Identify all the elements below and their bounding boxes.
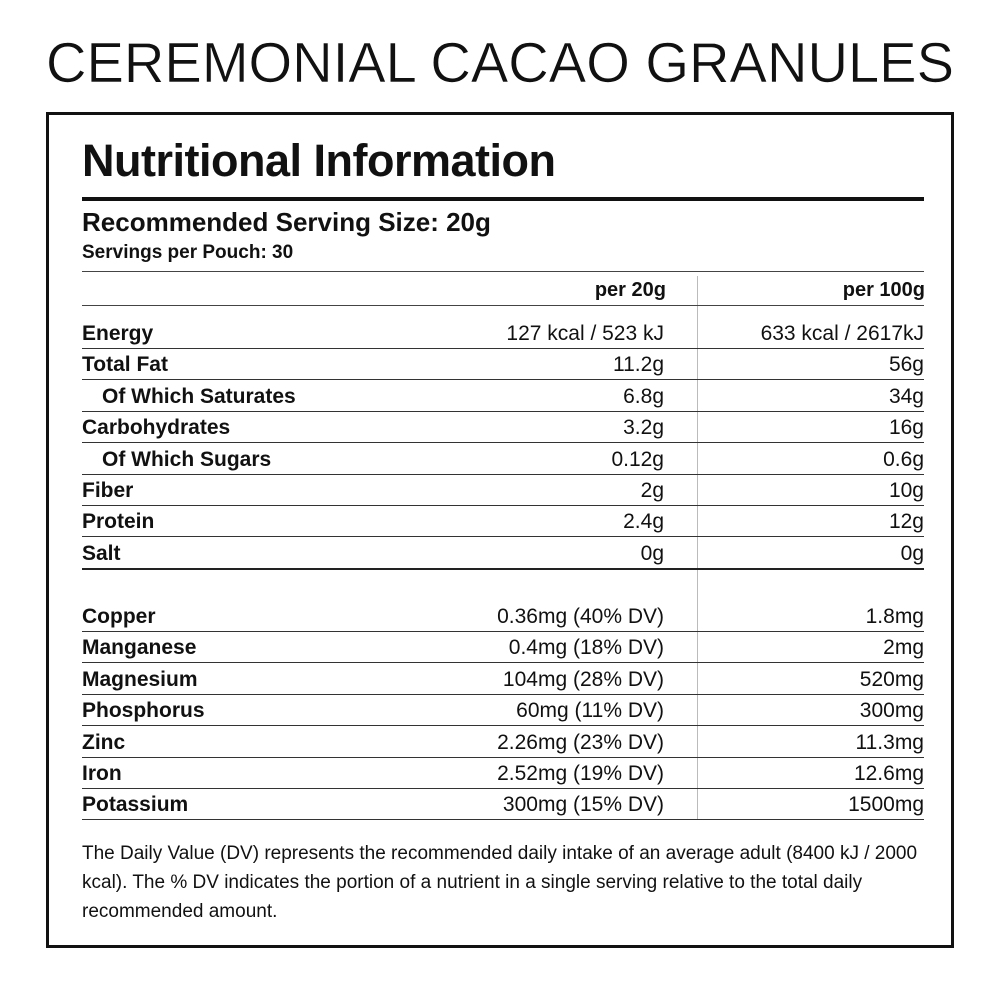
- mineral-row-zinc: Zinc 2.26mg (23% DV) 11.3mg: [82, 726, 924, 758]
- serving-size: Recommended Serving Size: 20g: [82, 207, 491, 237]
- servings-per-pouch: Servings per Pouch: 30: [82, 242, 294, 263]
- panel-title: Nutritional Information: [82, 135, 556, 186]
- footnote: The Daily Value (DV) represents the reco…: [82, 843, 918, 922]
- value-per-100g: 520mg: [859, 667, 924, 691]
- mineral-row-phosphorus: Phosphorus 60mg (11% DV) 300mg: [82, 694, 924, 727]
- brand-title: CEREMONIAL CACAO GRANULES: [46, 31, 954, 90]
- value-per-serving: 0.36mg (40% DV): [497, 605, 664, 628]
- value-per-serving: 127 kcal / 523 kJ: [506, 322, 664, 345]
- nutrient-row-energy: Energy 127 kcal / 523 kJ 633 kcal / 2617kJ: [82, 317, 924, 349]
- header-per-100g: per 100g: [842, 279, 925, 301]
- divider: [82, 271, 924, 272]
- nutrient-label: Of Which Saturates: [102, 384, 296, 408]
- nutrition-panel: Nutritional Information Recommended Serv…: [46, 112, 954, 948]
- divider: [82, 305, 924, 306]
- nutrient-row-of-which-sugars: Of Which Sugars 0.12g 0.6g: [82, 443, 924, 475]
- value-per-serving: 0.12g: [611, 447, 664, 471]
- value-per-100g: 34g: [888, 384, 924, 408]
- mineral-row-magnesium: Magnesium 104mg (28% DV) 520mg: [82, 663, 924, 695]
- value-per-serving: 104mg (28% DV): [502, 667, 664, 691]
- value-per-serving: 60mg (11% DV): [516, 699, 664, 723]
- value-per-100g: 300mg: [859, 699, 924, 723]
- value-per-serving: 11.2g: [613, 353, 664, 377]
- value-per-100g: 633 kcal / 2617kJ: [760, 322, 924, 345]
- nutrient-label: Potassium: [82, 793, 189, 817]
- value-per-serving: 300mg (15% DV): [502, 793, 664, 817]
- mineral-row-iron: Iron 2.52mg (19% DV) 12.6mg: [82, 757, 924, 789]
- mineral-row-copper: Copper 0.36mg (40% DV) 1.8mg: [82, 600, 924, 632]
- nutrient-label: Zinc: [82, 730, 126, 754]
- nutrient-label: Total Fat: [82, 353, 168, 377]
- nutrient-row-of-which-saturates: Of Which Saturates 6.8g 34g: [82, 380, 924, 412]
- value-per-100g: 10g: [888, 479, 924, 502]
- nutrient-label: Fiber: [82, 479, 134, 502]
- nutrient-row-carbohydrates: Carbohydrates 3.2g 16g: [82, 411, 924, 444]
- divider-thick: [82, 197, 924, 201]
- nutrient-label: Phosphorus: [82, 699, 205, 723]
- nutrient-row-fiber: Fiber 2g 10g: [82, 474, 924, 506]
- nutrient-label: Protein: [82, 510, 155, 534]
- value-per-100g: 16g: [888, 416, 924, 440]
- value-per-serving: 2.4g: [623, 510, 664, 534]
- nutrient-label: Salt: [82, 541, 121, 565]
- brand-title-text: CEREMONIAL CACAO GRANULES: [46, 31, 954, 90]
- value-per-serving: 2.52mg (19% DV): [497, 762, 664, 785]
- header-per-serving: per 20g: [594, 279, 666, 301]
- nutrient-label: Of Which Sugars: [102, 447, 272, 471]
- nutrient-label: Iron: [82, 762, 122, 785]
- column-divider: [697, 276, 698, 819]
- nutrient-row-protein: Protein 2.4g 12g: [82, 505, 924, 538]
- value-per-100g: 56g: [888, 353, 924, 377]
- value-per-100g: 0.6g: [883, 447, 924, 471]
- nutrient-label: Manganese: [82, 636, 197, 660]
- value-per-100g: 0g: [900, 541, 924, 565]
- value-per-100g: 1.8mg: [865, 605, 924, 628]
- mineral-row-manganese: Manganese 0.4mg (18% DV) 2mg: [82, 631, 924, 664]
- value-per-100g: 2mg: [883, 636, 924, 660]
- nutrient-row-total-fat: Total Fat 11.2g 56g: [82, 348, 924, 381]
- value-per-serving: 3.2g: [623, 416, 664, 440]
- value-per-serving: 0g: [640, 541, 664, 565]
- nutrient-row-salt: Salt 0g 0g: [82, 537, 924, 570]
- value-per-100g: 12.6mg: [853, 762, 924, 785]
- value-per-serving: 0.4mg (18% DV): [508, 636, 664, 660]
- nutrient-label: Copper: [82, 605, 156, 628]
- value-per-serving: 2.26mg (23% DV): [497, 730, 664, 754]
- nutrient-label: Energy: [82, 322, 154, 345]
- value-per-100g: 1500mg: [848, 793, 924, 817]
- mineral-row-potassium: Potassium 300mg (15% DV) 1500mg: [82, 788, 924, 821]
- value-per-100g: 12g: [888, 510, 924, 534]
- value-per-100g: 11.3mg: [855, 730, 925, 754]
- nutrient-label: Magnesium: [82, 667, 198, 691]
- nutrient-label: Carbohydrates: [82, 416, 231, 440]
- value-per-serving: 6.8g: [623, 384, 664, 408]
- value-per-serving: 2g: [640, 479, 664, 502]
